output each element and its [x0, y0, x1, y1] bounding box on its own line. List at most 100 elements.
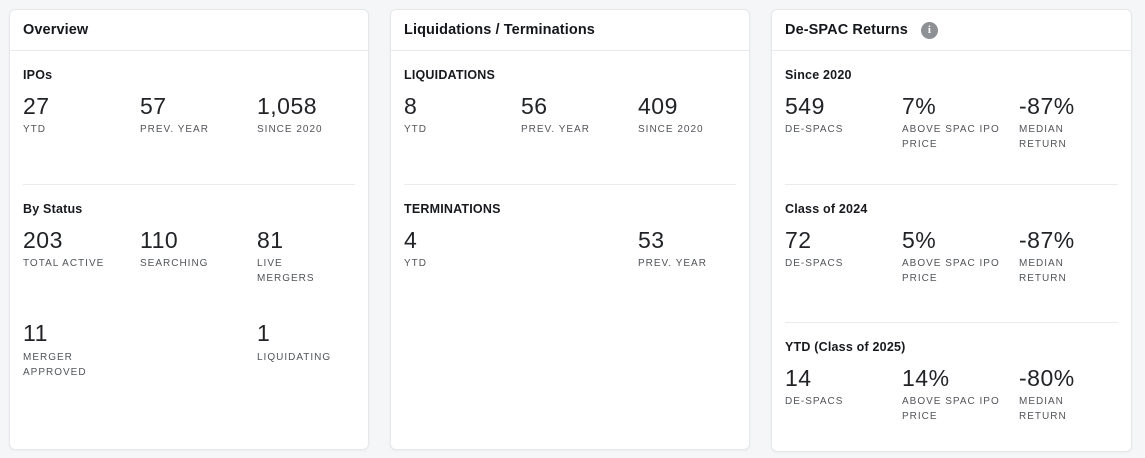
info-icon[interactable]: i	[920, 21, 938, 39]
stat-value: 56	[521, 93, 548, 119]
section-terminations-label: TERMINATIONS	[404, 202, 501, 216]
stat-label: ABOVE SPAC IPO PRICE	[902, 258, 1000, 285]
stat-label: DE-SPACS	[785, 396, 844, 408]
stat-value: 7%	[902, 93, 937, 119]
card-overview: Overview IPOs 27 YTD 57 PREV. YEAR 1,058…	[9, 9, 369, 450]
stat-terminations-prev-year: 53 PREV. YEAR	[638, 227, 736, 271]
section-divider	[785, 184, 1118, 185]
stat-above-ipo-2024: 5% ABOVE SPAC IPO PRICE	[902, 227, 1019, 286]
stat-value: 53	[638, 227, 665, 253]
stat-label: MEDIAN RETURN	[1019, 258, 1067, 285]
stat-despacs-2025: 14 DE-SPACS	[785, 365, 902, 424]
stat-searching: 110 SEARCHING	[140, 227, 257, 286]
section-terminations: TERMINATIONS 4 YTD 53 PREV. YEAR	[391, 185, 749, 271]
section-ipos: IPOs 27 YTD 57 PREV. YEAR 1,058 SINCE 20…	[10, 51, 368, 184]
stat-ipos-ytd: 27 YTD	[23, 93, 140, 137]
card-liquidations-title: Liquidations / Terminations	[404, 22, 595, 38]
section-divider	[785, 322, 1118, 323]
stat-empty-cell	[521, 227, 638, 271]
stat-merger-approved: 11 MERGER APPROVED	[23, 320, 140, 379]
stat-label: DE-SPACS	[785, 124, 844, 136]
stats-grid: 14 DE-SPACS 14% ABOVE SPAC IPO PRICE -80…	[785, 365, 1118, 424]
stat-empty-cell	[140, 320, 257, 379]
section-since-2020-label: Since 2020	[785, 68, 852, 82]
card-despac-title: De-SPAC Returns	[785, 22, 908, 38]
stat-value: 27	[23, 93, 50, 119]
stat-label: SEARCHING	[140, 258, 209, 270]
stat-value: 4	[404, 227, 418, 253]
stat-label: PREV. YEAR	[638, 258, 707, 270]
stat-median-return-2024: -87% MEDIAN RETURN	[1019, 227, 1118, 286]
stats-grid: 549 DE-SPACS 7% ABOVE SPAC IPO PRICE -87…	[785, 93, 1118, 152]
section-by-status-label: By Status	[23, 202, 83, 216]
stat-median-return-since-2020: -87% MEDIAN RETURN	[1019, 93, 1118, 152]
stat-terminations-ytd: 4 YTD	[404, 227, 521, 271]
stats-grid: 27 YTD 57 PREV. YEAR 1,058 SINCE 2020	[23, 93, 355, 137]
stat-label: TOTAL ACTIVE	[23, 258, 105, 270]
stat-liquidations-prev-year: 56 PREV. YEAR	[521, 93, 638, 137]
stat-label: MEDIAN RETURN	[1019, 124, 1067, 151]
stat-value: 11	[23, 320, 48, 347]
stat-liquidations-since-2020: 409 SINCE 2020	[638, 93, 736, 137]
stat-label: DE-SPACS	[785, 258, 844, 270]
stat-label: LIVE MERGERS	[257, 258, 315, 285]
stat-ipos-prev-year: 57 PREV. YEAR	[140, 93, 257, 137]
stat-despacs-2024: 72 DE-SPACS	[785, 227, 902, 286]
stat-label: YTD	[23, 124, 46, 136]
stat-value: -80%	[1019, 365, 1075, 391]
stat-total-active: 203 TOTAL ACTIVE	[23, 227, 140, 286]
stats-grid: 72 DE-SPACS 5% ABOVE SPAC IPO PRICE -87%…	[785, 227, 1118, 286]
stat-value: 5%	[902, 227, 937, 253]
stat-value: 409	[638, 93, 678, 119]
stat-value: 203	[23, 227, 63, 253]
stat-above-ipo-since-2020: 7% ABOVE SPAC IPO PRICE	[902, 93, 1019, 152]
section-ytd-class-of-2025: YTD (Class of 2025) 14 DE-SPACS 14% ABOV…	[772, 323, 1131, 424]
stat-label: PREV. YEAR	[521, 124, 590, 136]
stat-value: 110	[140, 227, 179, 253]
stats-grid: 8 YTD 56 PREV. YEAR 409 SINCE 2020	[404, 93, 736, 137]
stat-ipos-since-2020: 1,058 SINCE 2020	[257, 93, 355, 137]
card-despac-header: De-SPAC Returns i	[772, 10, 1131, 51]
stat-value: 57	[140, 93, 167, 119]
section-class-of-2024-label: Class of 2024	[785, 202, 868, 216]
stat-label: ABOVE SPAC IPO PRICE	[902, 396, 1000, 423]
stat-value: -87%	[1019, 227, 1075, 253]
stat-label: YTD	[404, 258, 427, 270]
stat-liquidating: 1 LIQUIDATING	[257, 320, 355, 379]
section-liquidations-label: LIQUIDATIONS	[404, 68, 496, 82]
stat-value: 14%	[902, 365, 950, 391]
stat-value: 1,058	[257, 93, 318, 119]
stat-label: LIQUIDATING	[257, 351, 332, 363]
section-ipos-label: IPOs	[23, 68, 53, 82]
stats-grid: 203 TOTAL ACTIVE 110 SEARCHING 81 LIVE M…	[23, 227, 355, 380]
section-class-of-2024: Class of 2024 72 DE-SPACS 5% ABOVE SPAC …	[772, 185, 1131, 322]
stat-label: ABOVE SPAC IPO PRICE	[902, 124, 1000, 151]
section-divider	[23, 184, 355, 185]
stat-label: MERGER APPROVED	[23, 351, 87, 378]
stat-label: MEDIAN RETURN	[1019, 396, 1067, 423]
stat-value: 549	[785, 93, 825, 119]
card-liquidations-header: Liquidations / Terminations	[391, 10, 749, 51]
section-ytd-2025-label: YTD (Class of 2025)	[785, 340, 906, 354]
card-despac-returns: De-SPAC Returns i Since 2020 549 DE-SPAC…	[771, 9, 1132, 452]
card-overview-title: Overview	[23, 22, 89, 38]
section-since-2020: Since 2020 549 DE-SPACS 7% ABOVE SPAC IP…	[772, 51, 1131, 184]
stat-value: 1	[257, 320, 271, 347]
stat-value: 72	[785, 227, 812, 253]
stat-value: -87%	[1019, 93, 1075, 119]
stat-value: 81	[257, 227, 284, 253]
stat-median-return-2025: -80% MEDIAN RETURN	[1019, 365, 1118, 424]
stats-grid: 4 YTD 53 PREV. YEAR	[404, 227, 736, 271]
stat-label: YTD	[404, 124, 427, 136]
stat-label: SINCE 2020	[257, 124, 323, 136]
stat-label: SINCE 2020	[638, 124, 704, 136]
card-overview-header: Overview	[10, 10, 368, 51]
section-divider	[404, 184, 736, 185]
stat-liquidations-ytd: 8 YTD	[404, 93, 521, 137]
section-by-status: By Status 203 TOTAL ACTIVE 110 SEARCHING…	[10, 185, 368, 380]
stat-value: 8	[404, 93, 418, 119]
stat-label: PREV. YEAR	[140, 124, 209, 136]
stat-above-ipo-2025: 14% ABOVE SPAC IPO PRICE	[902, 365, 1019, 424]
stat-despacs-since-2020: 549 DE-SPACS	[785, 93, 902, 152]
stat-live-mergers: 81 LIVE MERGERS	[257, 227, 355, 286]
